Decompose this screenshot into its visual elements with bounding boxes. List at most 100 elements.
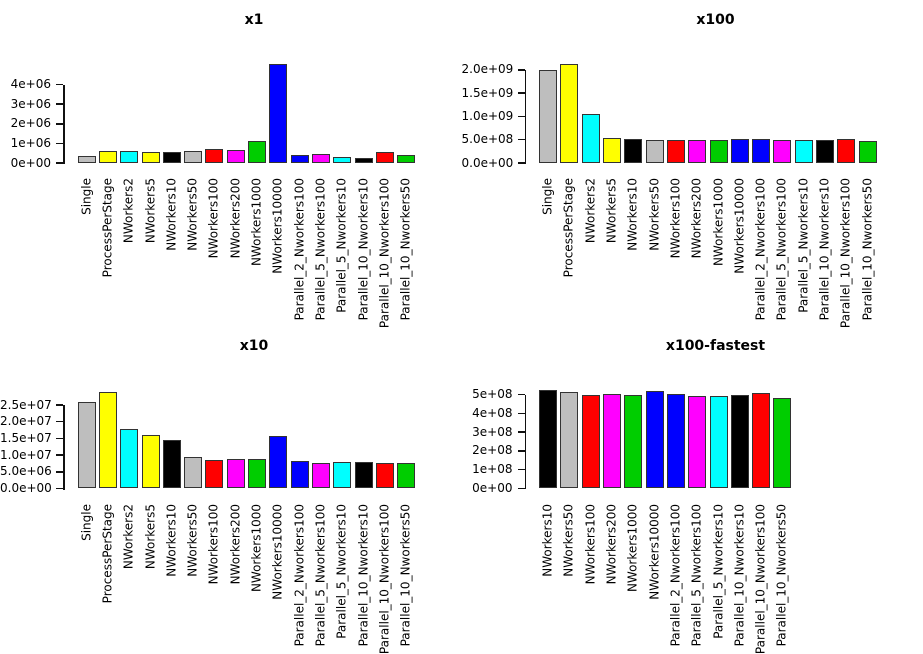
bar xyxy=(773,398,792,489)
bar xyxy=(666,394,685,489)
chart-title: x1 xyxy=(244,12,264,28)
x-axis-label: NWorkers5 xyxy=(143,503,158,569)
x-axis-label: Parallel_5_Nworkers10 xyxy=(334,503,349,639)
chart-x10: x10 0.0e+00 5.0e+06 1.0e+07 1.5e+07 2.0e+07 2… xyxy=(0,326,461,654)
y-axis-tick xyxy=(56,471,63,473)
bar xyxy=(354,462,373,489)
bar xyxy=(141,434,160,489)
bar xyxy=(837,139,856,163)
y-axis-tick xyxy=(517,115,525,118)
y-axis-tick xyxy=(56,454,63,456)
x-axis-label: Single xyxy=(540,178,555,215)
y-axis-tick-label: 2e+08 xyxy=(472,443,513,458)
x-axis-label: NWorkers50 xyxy=(647,178,662,251)
x-axis-label: Parallel_10_Nworkers100 xyxy=(838,178,853,329)
bar xyxy=(581,395,600,489)
x-axis-label: NWorkers2 xyxy=(583,178,598,244)
x-axis-label: NWorkers10000 xyxy=(647,503,662,600)
bar xyxy=(794,140,813,163)
y-axis-tick-label: 0.0e+00 xyxy=(461,155,514,170)
y-axis-line xyxy=(524,394,526,490)
x-axis-label: ProcessPerStage xyxy=(100,503,115,603)
y-axis-line xyxy=(63,405,65,490)
bar xyxy=(397,154,416,163)
y-axis-tick-label: 1.5e+09 xyxy=(461,85,514,100)
bar xyxy=(581,113,600,163)
x-axis-label: NWorkers50 xyxy=(185,503,200,577)
bar xyxy=(290,154,309,163)
x-axis-label: Parallel_5_Nworkers100 xyxy=(689,503,704,646)
bar xyxy=(730,139,749,163)
x-axis-label: Parallel_2_Nworkers100 xyxy=(668,503,683,646)
y-axis-tick xyxy=(517,468,525,471)
x-axis-label: Parallel_10_Nworkers100 xyxy=(377,178,392,329)
chart-x1: x1 0e+00 1e+06 2e+06 3e+06 4e+06 Single Proces… xyxy=(0,0,461,329)
y-axis-tick xyxy=(56,420,63,423)
x-axis-label: NWorkers10 xyxy=(625,178,640,251)
bar xyxy=(311,153,330,163)
x-axis-label: Parallel_5_Nworkers10 xyxy=(334,178,349,313)
bar xyxy=(333,462,352,489)
x-axis-label: NWorkers10000 xyxy=(270,178,285,274)
bar xyxy=(226,459,245,489)
y-axis-tick xyxy=(517,412,525,415)
x-axis-label: Parallel_10_Nworkers50 xyxy=(398,178,413,321)
y-axis-tick xyxy=(517,69,525,71)
y-axis-tick xyxy=(56,83,63,86)
y-axis-tick-label: 0.0e+00 xyxy=(0,481,52,495)
chart-x100-fastest: x100-fastest 0e+00 1e+08 2e+08 3e+08 4e+08 5e… xyxy=(462,326,923,654)
bar xyxy=(709,396,728,489)
x-axis-label: NWorkers1000 xyxy=(625,503,640,592)
x-axis-label: NWorkers10 xyxy=(164,503,179,577)
bar xyxy=(645,390,664,489)
y-axis-tick xyxy=(517,487,525,490)
y-axis-tick-label: 4e+08 xyxy=(472,405,513,420)
x-axis-label: NWorkers50 xyxy=(561,503,576,577)
x-axis-label: NWorkers100 xyxy=(206,178,221,259)
bar xyxy=(120,429,139,489)
x-axis-label: ProcessPerStage xyxy=(561,178,576,278)
y-axis-tick-label: 4e+06 xyxy=(10,77,51,92)
bar xyxy=(666,140,685,163)
y-axis-tick xyxy=(56,142,63,145)
bar xyxy=(688,396,707,489)
x-axis-label: NWorkers200 xyxy=(604,503,619,584)
bar xyxy=(858,141,877,163)
bar xyxy=(730,394,749,489)
bar xyxy=(141,151,160,163)
x-axis-label: NWorkers100 xyxy=(206,503,221,584)
y-axis-tick xyxy=(517,450,525,452)
bar xyxy=(184,456,203,489)
x-axis-label: Parallel_10_Nworkers50 xyxy=(860,178,875,321)
bar xyxy=(773,139,792,163)
bar xyxy=(311,462,330,489)
x-axis-label: Parallel_10_Nworkers50 xyxy=(398,503,413,646)
y-axis-tick-label: 2.0e+07 xyxy=(0,414,52,429)
x-axis-label: NWorkers5 xyxy=(604,178,619,244)
x-axis-label: Parallel_10_Nworkers50 xyxy=(774,503,789,646)
y-axis-tick xyxy=(56,103,63,105)
bar xyxy=(560,64,579,163)
x-axis-label: Parallel_10_Nworkers10 xyxy=(817,178,832,321)
bar xyxy=(226,149,245,163)
y-axis-tick-label: 0e+00 xyxy=(472,481,513,495)
bar xyxy=(375,463,394,489)
y-axis-tick xyxy=(517,92,525,94)
y-axis-line xyxy=(524,69,526,164)
bar xyxy=(624,394,643,489)
bar xyxy=(205,149,224,163)
bar xyxy=(269,435,288,489)
x-axis-label: NWorkers10 xyxy=(540,503,555,577)
bar xyxy=(539,390,558,489)
bar xyxy=(624,139,643,163)
bar xyxy=(162,152,181,163)
x-axis-label: ProcessPerStage xyxy=(100,178,115,278)
x-axis-label: NWorkers10000 xyxy=(270,503,285,600)
x-axis-label: NWorkers2 xyxy=(121,503,136,569)
chart-title: x10 xyxy=(239,337,269,354)
bar xyxy=(333,157,352,163)
x-axis-label: Parallel_5_Nworkers10 xyxy=(711,503,726,639)
y-axis-tick-label: 3e+08 xyxy=(472,424,513,439)
x-axis-label: Parallel_2_Nworkers100 xyxy=(753,178,768,321)
